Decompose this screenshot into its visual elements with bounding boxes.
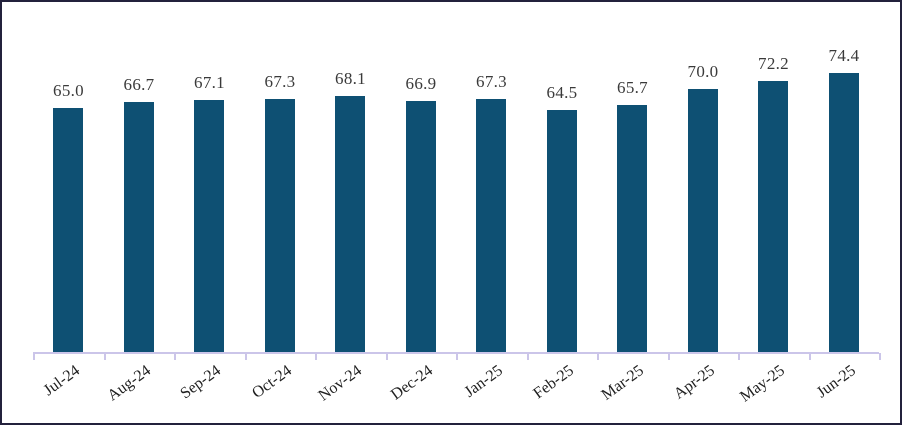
x-axis-tick [103, 353, 106, 360]
bar-Mar-25 [617, 105, 648, 352]
x-axis-label: Jun-25 [813, 362, 859, 402]
bar-Feb-25 [546, 110, 577, 352]
x-axis-tick [667, 353, 670, 360]
bar-Jun-25 [828, 73, 859, 352]
bar-value-label: 67.3 [476, 72, 507, 91]
x-axis-label: Apr-25 [670, 362, 718, 403]
bar-value-label: 65.0 [53, 81, 84, 100]
bar-value-label: 66.7 [123, 75, 155, 94]
bar-value-label: 67.3 [264, 72, 296, 91]
x-axis-tick [174, 353, 176, 360]
x-axis-tick [456, 353, 458, 360]
x-axis-tick [738, 353, 740, 360]
x-axis-label: Oct-24 [248, 362, 295, 402]
bar-value-label: 74.4 [828, 46, 860, 65]
bar-May-25 [758, 81, 789, 352]
x-axis-label: Feb-25 [530, 362, 577, 403]
bar-value-label: 68.1 [335, 69, 366, 88]
x-axis-label: Aug-24 [104, 362, 154, 405]
bar-Nov-24 [335, 96, 366, 352]
x-axis-label: May-25 [737, 362, 789, 406]
x-axis-label: Jul-24 [40, 362, 84, 400]
bar-Dec-24 [405, 101, 436, 352]
x-axis-tick [879, 353, 881, 360]
bar-value-label: 64.5 [546, 83, 578, 102]
bar-Aug-24 [123, 102, 154, 352]
x-axis-label: Jan-25 [461, 362, 507, 401]
x-axis-tick [33, 353, 35, 360]
bar-value-label: 65.7 [617, 78, 648, 97]
x-axis-label: Mar-25 [598, 362, 648, 404]
bar-value-label: 72.2 [758, 54, 789, 73]
bar-Sep-24 [194, 100, 225, 352]
bar-value-label: 67.1 [194, 73, 225, 92]
bar-value-label: 66.9 [405, 74, 437, 93]
x-axis-tick [526, 353, 529, 360]
x-axis-label: Sep-24 [177, 362, 225, 403]
x-axis-tick [244, 353, 247, 360]
bar-Jan-25 [476, 99, 507, 352]
x-axis-tick [808, 353, 811, 360]
x-axis-label: Nov-24 [315, 362, 366, 405]
bar-Apr-25 [687, 89, 718, 352]
bar-Jul-24 [53, 108, 84, 352]
bar-value-label: 70.0 [687, 62, 719, 81]
x-axis-tick [315, 353, 317, 360]
x-axis-tick [597, 353, 599, 360]
x-axis-label: Dec-24 [387, 362, 436, 404]
bar-Oct-24 [264, 99, 295, 352]
x-axis-tick [385, 353, 388, 360]
